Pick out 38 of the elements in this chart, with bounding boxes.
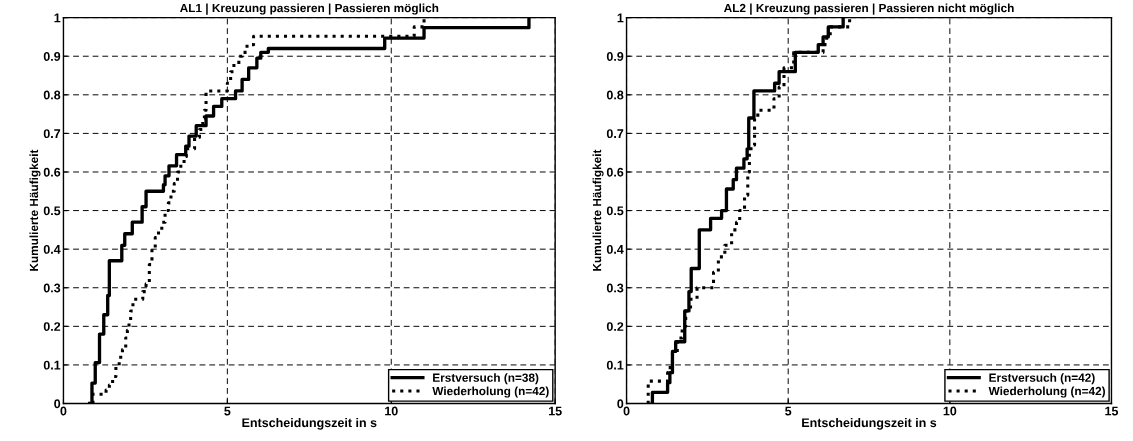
y-tick-label: 0.7 bbox=[43, 129, 61, 139]
x-axis-title: Entscheidungszeit in s bbox=[242, 417, 377, 430]
x-tick-label: 15 bbox=[1105, 406, 1119, 416]
y-tick-label: 1 bbox=[54, 13, 61, 23]
y-tick-label: 0.4 bbox=[43, 244, 61, 254]
y-tick-label: 0.8 bbox=[43, 90, 61, 100]
x-tick-label: 15 bbox=[549, 406, 562, 416]
legend-label: Erstversuch (n=38) bbox=[433, 373, 539, 385]
y-tick-label: 0.9 bbox=[606, 52, 624, 61]
y-tick-label: 0.6 bbox=[606, 167, 624, 177]
y-tick-label: 0.5 bbox=[43, 206, 61, 216]
y-axis-title: Kumulierte Häufigkeit bbox=[29, 149, 41, 271]
y-tick-label: 0.3 bbox=[43, 283, 61, 293]
y-axis-title: Kumulierte Häufigkeit bbox=[592, 149, 604, 271]
x-tick-label: 10 bbox=[943, 406, 957, 416]
y-tick-label: 0 bbox=[617, 399, 624, 409]
x-tick-label: 5 bbox=[224, 406, 231, 416]
legend-label: Erstversuch (n=42) bbox=[989, 373, 1095, 385]
y-tick-label: 0.4 bbox=[606, 244, 624, 254]
y-tick-label: 0.5 bbox=[606, 206, 624, 216]
y-tick-label: 0.3 bbox=[606, 283, 624, 293]
y-tick-label: 0.9 bbox=[43, 52, 61, 61]
y-tick-label: 0.8 bbox=[606, 90, 624, 100]
y-tick-label: 0.2 bbox=[43, 322, 61, 331]
legend-label: Wiederholung (n=42) bbox=[988, 386, 1105, 398]
y-tick-label: 0.1 bbox=[606, 360, 624, 370]
legend-label: Wiederholung (n=42) bbox=[432, 386, 549, 398]
x-tick-label: 5 bbox=[785, 406, 792, 416]
chart-title: AL1 | Kreuzung passieren | Passieren möglich bbox=[180, 3, 439, 15]
y-tick-label: 0.1 bbox=[43, 360, 61, 370]
y-tick-label: 1 bbox=[617, 13, 624, 23]
y-tick-label: 0 bbox=[54, 399, 61, 409]
x-axis-title: Entscheidungszeit in s bbox=[802, 417, 937, 430]
y-tick-label: 0.7 bbox=[606, 129, 624, 139]
x-tick-label: 10 bbox=[385, 406, 398, 416]
y-tick-label: 0.6 bbox=[43, 167, 61, 177]
chart-title: AL2 | Kreuzung passieren | Passieren nicht möglich bbox=[723, 3, 1014, 15]
y-tick-label: 0.2 bbox=[606, 322, 624, 331]
